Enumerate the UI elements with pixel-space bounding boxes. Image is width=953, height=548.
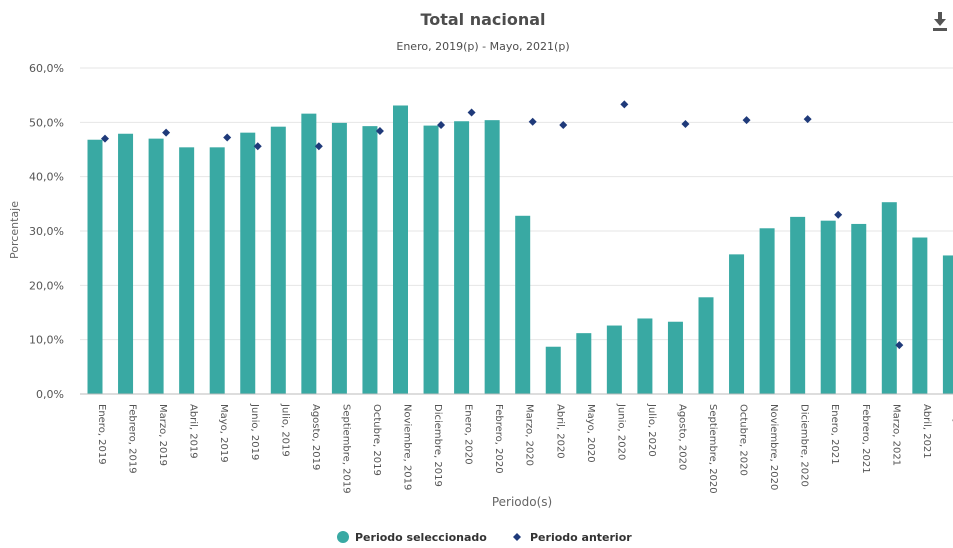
bar[interactable]: [393, 105, 408, 395]
scatter-point[interactable]: [834, 210, 843, 219]
x-tick-label: Marzo, 2020: [524, 404, 535, 466]
y-tick-label: 30,0%: [29, 225, 64, 238]
download-icon[interactable]: [933, 12, 947, 32]
x-tick-label: Febrero, 2021: [860, 404, 871, 474]
bar[interactable]: [240, 132, 256, 394]
bar[interactable]: [454, 121, 470, 394]
x-tick-label: Septiembre, 2020: [707, 404, 718, 494]
scatter-point[interactable]: [101, 134, 109, 143]
bar[interactable]: [606, 325, 622, 394]
scatter-point[interactable]: [559, 121, 568, 130]
bar[interactable]: [484, 120, 500, 394]
scatter-point[interactable]: [528, 117, 537, 126]
bar[interactable]: [362, 126, 378, 395]
x-tick-label: Mayo, 2021: [951, 404, 953, 463]
bar[interactable]: [423, 125, 439, 395]
bar[interactable]: [698, 297, 714, 394]
x-tick-label: Enero, 2021: [829, 404, 840, 465]
legend-marker: [337, 531, 349, 543]
scatter-point[interactable]: [437, 121, 446, 130]
bar[interactable]: [729, 254, 745, 394]
bar[interactable]: [576, 333, 592, 394]
scatter-point[interactable]: [314, 142, 323, 151]
bar[interactable]: [942, 255, 953, 394]
bar[interactable]: [790, 216, 806, 394]
legend-marker: [513, 533, 521, 541]
scatter-point[interactable]: [223, 133, 232, 142]
x-axis-title: Periodo(s): [492, 495, 552, 509]
bar[interactable]: [545, 346, 561, 394]
bar[interactable]: [87, 139, 103, 394]
x-tick-label: Julio, 2020: [646, 403, 657, 457]
x-tick-label: Octubre, 2020: [738, 404, 749, 476]
x-tick-label: Mayo, 2020: [585, 404, 596, 463]
legend-label[interactable]: Periodo anterior: [530, 531, 632, 544]
bar[interactable]: [881, 202, 897, 394]
y-axis-title: Porcentaje: [8, 201, 21, 259]
bar[interactable]: [148, 138, 164, 394]
bar[interactable]: [179, 147, 195, 394]
x-tick-label: Julio, 2019: [279, 403, 290, 457]
y-tick-label: 40,0%: [29, 171, 64, 184]
y-tick-label: 60,0%: [29, 62, 64, 75]
scatter-series[interactable]: [101, 100, 953, 350]
y-tick-label: 50,0%: [29, 116, 64, 129]
bar[interactable]: [851, 223, 867, 394]
x-tick-label: Abril, 2021: [921, 404, 932, 459]
chart-title: Total nacional: [420, 10, 545, 29]
y-tick-label: 10,0%: [29, 334, 64, 347]
x-tick-label: Diciembre, 2019: [432, 404, 443, 487]
x-tick-label: Febrero, 2020: [493, 404, 504, 474]
bar[interactable]: [912, 237, 928, 394]
x-tick-label: Junio, 2019: [249, 403, 260, 460]
x-tick-label: Enero, 2019: [96, 404, 107, 465]
chart-subtitle: Enero, 2019(p) - Mayo, 2021(p): [396, 40, 569, 53]
bar[interactable]: [759, 228, 775, 394]
x-tick-label: Agosto, 2020: [676, 404, 687, 470]
x-tick-label: Noviembre, 2020: [768, 404, 779, 490]
scatter-point[interactable]: [803, 115, 812, 124]
bar-series[interactable]: [87, 105, 953, 395]
bar[interactable]: [209, 147, 225, 394]
y-tick-label: 0,0%: [36, 388, 64, 401]
x-tick-label: Junio, 2020: [615, 403, 626, 460]
y-axis-ticks: 0,0% 10,0% 20,0% 30,0% 40,0% 50,0% 60,0%: [29, 62, 64, 401]
bar[interactable]: [270, 126, 286, 395]
x-tick-label: Abril, 2019: [188, 404, 199, 459]
x-tick-label: Marzo, 2021: [890, 404, 901, 466]
bar[interactable]: [118, 133, 134, 394]
x-axis-ticks: Enero, 2019 Febrero, 2019 Marzo, 2019 Abril…: [96, 403, 953, 494]
bar[interactable]: [331, 122, 347, 395]
x-tick-label: Abril, 2020: [554, 404, 565, 459]
x-tick-label: Agosto, 2019: [310, 404, 321, 470]
bar[interactable]: [301, 113, 317, 394]
x-tick-label: Mayo, 2019: [218, 404, 229, 463]
legend-label[interactable]: Periodo seleccionado: [355, 531, 487, 544]
x-tick-label: Enero, 2020: [463, 404, 474, 465]
y-tick-label: 20,0%: [29, 279, 64, 292]
bar[interactable]: [637, 318, 653, 394]
scatter-point[interactable]: [375, 127, 384, 136]
scatter-point[interactable]: [895, 341, 904, 350]
x-tick-label: Febrero, 2019: [127, 404, 138, 474]
x-tick-label: Diciembre, 2020: [799, 404, 810, 487]
scatter-point[interactable]: [253, 142, 262, 151]
scatter-point[interactable]: [742, 116, 751, 125]
scatter-point[interactable]: [620, 100, 629, 109]
x-tick-label: Marzo, 2019: [157, 404, 168, 466]
scatter-point[interactable]: [681, 119, 690, 128]
scatter-point[interactable]: [467, 108, 476, 117]
x-tick-label: Noviembre, 2019: [402, 404, 413, 490]
x-tick-label: Octubre, 2019: [371, 404, 382, 476]
legend: Periodo seleccionado Periodo anterior: [337, 531, 632, 544]
bar[interactable]: [515, 215, 531, 394]
bar[interactable]: [820, 220, 836, 394]
bar[interactable]: [667, 321, 683, 394]
scatter-point[interactable]: [162, 128, 171, 137]
x-tick-label: Septiembre, 2019: [340, 404, 351, 494]
